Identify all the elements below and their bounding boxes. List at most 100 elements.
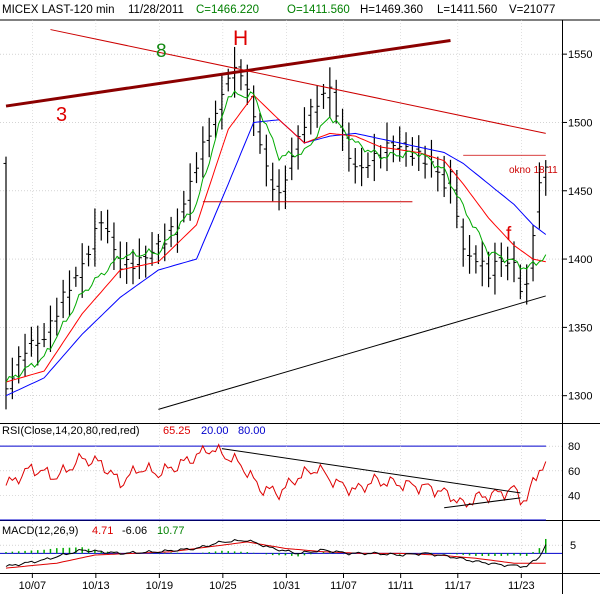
price-tick-label: 1350 <box>568 322 592 334</box>
price-bar <box>359 147 365 187</box>
price-bar <box>92 208 98 267</box>
price-bar <box>327 67 333 118</box>
rsi-tick-label: 40 <box>568 490 580 502</box>
price-bar <box>479 241 485 287</box>
price-bar <box>492 242 498 295</box>
header-open: O=1411.560 <box>287 4 350 16</box>
price-bar <box>206 117 212 158</box>
price-bar <box>168 216 174 248</box>
price-bar <box>454 170 460 229</box>
price-bar <box>238 59 244 91</box>
price-bar <box>98 211 104 241</box>
price-bar <box>73 266 79 287</box>
x-tick-label: 10/13 <box>82 580 110 592</box>
header-close: C=1466.220 <box>196 4 259 16</box>
rsi-y-axis: 80 60 40 <box>568 441 580 502</box>
price-bar <box>543 160 549 196</box>
price-tick-label: 1500 <box>568 117 592 129</box>
header-high: H=1469.360 <box>360 4 423 16</box>
price-bar <box>435 156 441 192</box>
header-date: 11/28/2011 <box>128 4 184 16</box>
price-bar <box>517 264 523 300</box>
x-tick-label: 10/07 <box>19 580 47 592</box>
price-tick-label: 1450 <box>568 186 592 198</box>
rsi-title-text: RSI(Close,14,20,80,red,red) <box>2 425 140 437</box>
price-bar <box>257 112 263 154</box>
macd-y-axis: 5 <box>570 540 576 552</box>
ma-slow-line <box>5 119 547 397</box>
price-bar <box>143 245 149 278</box>
price-bar <box>200 126 206 178</box>
rsi-title: RSI(Close,14,20,80,red,red) 65.25 20.00 … <box>2 425 266 437</box>
price-bar <box>111 222 117 270</box>
annotation-window: okno 18.11 <box>509 165 558 176</box>
price-bar <box>416 135 422 172</box>
x-tick-label: 11/23 <box>508 580 535 592</box>
price-bar <box>524 264 530 305</box>
x-tick-label: 10/31 <box>273 580 301 592</box>
price-bar <box>346 122 352 172</box>
price-bar <box>505 246 511 281</box>
price-bar <box>467 235 473 274</box>
header-low: L=1411.560 <box>437 4 497 16</box>
price-bar <box>282 165 288 210</box>
price-bar <box>308 98 314 135</box>
price-bar <box>371 133 377 182</box>
price-bar <box>47 305 53 352</box>
price-bar <box>511 241 517 283</box>
rsi-level-high: 80.00 <box>238 425 266 437</box>
price-bar <box>295 125 301 170</box>
price-tick-label: 1300 <box>568 391 592 403</box>
rsi-gridlines <box>0 445 562 521</box>
price-bar <box>213 100 219 138</box>
price-bar <box>130 249 136 285</box>
price-bar <box>422 145 428 179</box>
price-tick-label: 1400 <box>568 254 592 266</box>
macd-line <box>5 539 547 568</box>
price-bar <box>289 137 295 181</box>
price-bar <box>333 79 339 124</box>
price-bar <box>136 238 142 280</box>
macd-signal-line <box>5 541 546 569</box>
price-bar <box>384 122 390 172</box>
price-bar <box>60 279 66 319</box>
price-bar <box>403 132 409 167</box>
price-bar <box>365 152 371 178</box>
price-bar <box>54 297 60 336</box>
ma-mid-line <box>5 94 546 383</box>
macd-title: MACD(12,26,9) 4.71 -6.06 10.77 <box>2 525 185 537</box>
rsi-downtrend-line <box>221 448 521 494</box>
price-bar <box>67 270 72 317</box>
price-bar <box>314 85 320 128</box>
price-bar <box>79 243 85 298</box>
x-tick-label: 11/11 <box>388 580 414 592</box>
price-bar <box>124 242 130 284</box>
date-x-axis: 10/07 10/13 10/19 10/25 10/31 11/07 11/11 11/17… <box>19 573 535 592</box>
price-bar <box>181 190 187 223</box>
price-bar <box>155 233 161 265</box>
price-bar <box>105 209 111 244</box>
rsi-uptrend-line <box>444 497 521 509</box>
price-gridlines <box>0 53 562 396</box>
resistance-line <box>50 29 546 134</box>
x-tick-label: 10/19 <box>146 580 174 592</box>
price-bar <box>35 325 41 366</box>
price-bar <box>301 107 307 144</box>
rsi-value: 65.25 <box>163 425 191 437</box>
price-panel <box>3 29 549 410</box>
trendline-3 <box>5 39 451 108</box>
price-bar <box>530 225 536 282</box>
price-bar <box>536 162 542 229</box>
macd-signal-value: -6.06 <box>122 525 147 537</box>
price-bar <box>187 163 193 221</box>
rsi-panel <box>5 443 547 509</box>
macd-title-text: MACD(12,26,9) <box>2 525 78 537</box>
header-volume: V=21077 <box>509 4 555 16</box>
x-gridlines <box>32 20 522 573</box>
price-bar <box>41 323 47 348</box>
annotation-H: H <box>233 27 248 50</box>
price-bar <box>86 245 92 267</box>
macd-value: 4.71 <box>92 525 113 537</box>
x-tick-label: 11/07 <box>330 580 357 592</box>
